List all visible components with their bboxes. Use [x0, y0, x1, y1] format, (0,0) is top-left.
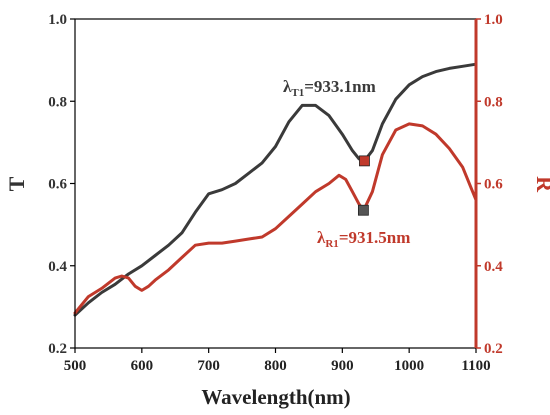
- x-tick-label: 700: [197, 358, 220, 374]
- x-tick-label: 900: [331, 358, 354, 374]
- y-tick-label-right: 0.6: [484, 177, 503, 193]
- plot-area: [73, 18, 478, 349]
- annotation-r1-value: =931.5nm: [339, 228, 411, 247]
- x-tick-label: 500: [64, 358, 87, 374]
- series-r-line: [73, 122, 478, 315]
- annotation-t1-sub: T1: [291, 87, 304, 99]
- y-tick-label-left: 0.4: [48, 259, 67, 275]
- y-axis-label-right: R: [532, 176, 550, 193]
- marker-r1: [357, 204, 369, 216]
- annotation-t1-lambda: λ: [283, 77, 292, 96]
- y-tick-label-left: 1.0: [48, 12, 67, 28]
- x-tick-label: 600: [131, 358, 154, 374]
- x-tick-label: 1000: [394, 358, 424, 374]
- y-tick-label-right: 0.8: [484, 94, 503, 110]
- x-tick-label: 800: [264, 358, 287, 374]
- y-tick-label-right: 0.2: [484, 341, 503, 357]
- annotation-r1-lambda: λ: [317, 228, 326, 247]
- plot-frame: [74, 18, 477, 349]
- x-tick-label: 1100: [461, 358, 490, 374]
- y-axis-label-left: T: [4, 176, 29, 191]
- annotation-r1: λR1=931.5nm: [317, 228, 410, 250]
- y-tick-label-right: 1.0: [484, 12, 503, 28]
- y-tick-label-left: 0.2: [48, 341, 67, 357]
- y-tick-label-right: 0.4: [484, 259, 503, 275]
- annotation-t1-value: =933.1nm: [304, 77, 376, 96]
- annotation-r1-sub: R1: [325, 238, 338, 250]
- y-tick-label-left: 0.8: [48, 94, 67, 110]
- x-axis-label: Wavelength(nm): [201, 385, 350, 409]
- y-tick-label-left: 0.6: [48, 177, 67, 193]
- series-t-line: [73, 62, 478, 317]
- marker-t1: [359, 155, 370, 167]
- annotation-t1: λT1=933.1nm: [283, 77, 376, 99]
